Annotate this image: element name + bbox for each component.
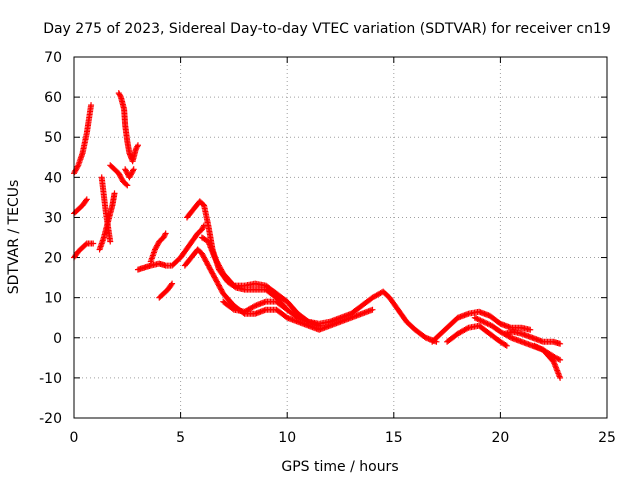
series-track-t	[531, 342, 564, 363]
y-tick-label: 40	[44, 170, 62, 186]
series-track-m	[181, 246, 376, 333]
series-track-p	[429, 308, 534, 345]
y-tick-label: -20	[39, 411, 62, 427]
data-point	[117, 92, 124, 99]
data-point	[134, 142, 141, 149]
data-point	[161, 231, 168, 238]
series-track-k	[156, 280, 176, 301]
data-point	[82, 197, 89, 204]
x-tick-label: 25	[598, 430, 616, 446]
data-point	[283, 305, 290, 312]
data-points	[71, 90, 564, 381]
series-track-o	[220, 298, 291, 315]
data-point	[124, 182, 131, 189]
data-point	[557, 340, 564, 347]
x-tick-label: 15	[385, 430, 403, 446]
data-point	[369, 306, 376, 313]
series-track-f	[107, 162, 131, 189]
series-track-d	[96, 190, 118, 253]
series-track-s	[501, 328, 564, 347]
y-tick-label: 0	[53, 331, 62, 347]
data-point	[162, 230, 169, 237]
data-point	[527, 326, 534, 333]
data-point	[107, 238, 114, 245]
x-axis-label: GPS time / hours	[281, 459, 398, 475]
data-point	[169, 280, 176, 287]
data-point	[123, 181, 130, 188]
data-point	[90, 240, 97, 247]
data-point	[74, 163, 81, 170]
data-point	[284, 306, 291, 313]
y-tick-label: 10	[44, 291, 62, 307]
x-tick-label: 5	[176, 430, 185, 446]
y-tick-label: 30	[44, 210, 62, 226]
y-tick-label: -10	[39, 371, 62, 387]
data-point	[464, 325, 471, 332]
data-point	[134, 143, 141, 150]
x-tick-label: 10	[278, 430, 296, 446]
y-tick-labels: -20 -10 0 10 20 30 40 50 60 70	[39, 50, 62, 427]
x-tick-label: 20	[491, 430, 509, 446]
grid-lines	[74, 57, 607, 418]
series-track-r	[471, 314, 564, 381]
data-point	[83, 196, 90, 203]
data-point	[557, 356, 564, 363]
data-point	[130, 166, 137, 173]
data-point	[557, 374, 564, 381]
series-track-a	[71, 102, 95, 177]
y-tick-label: 50	[44, 130, 62, 146]
data-point	[88, 102, 95, 109]
plot-frame	[73, 56, 608, 419]
series-track-q	[444, 322, 510, 349]
x-tick-label: 0	[70, 430, 79, 446]
data-point	[129, 167, 136, 174]
series-track-c	[71, 240, 97, 261]
chart-title: Day 275 of 2023, Sidereal Day-to-day VTE…	[43, 21, 611, 37]
y-tick-label: 70	[44, 50, 62, 66]
series-track-i	[134, 222, 208, 273]
series-track-g	[115, 90, 141, 165]
data-point	[506, 334, 513, 341]
y-axis-label: SDTVAR / TECUs	[6, 180, 22, 295]
series-track-e	[98, 174, 114, 245]
data-point	[82, 241, 89, 248]
x-tick-labels: 0 5 10 15 20 25	[70, 430, 616, 446]
data-point	[229, 305, 236, 312]
data-point	[111, 190, 118, 197]
data-point	[316, 322, 323, 329]
series-track-n	[198, 234, 323, 329]
data-point	[503, 342, 510, 349]
data-point	[502, 341, 509, 348]
axis-ticks	[73, 56, 608, 419]
series-track-j	[147, 230, 169, 265]
data-point	[250, 303, 257, 310]
y-tick-label: 60	[44, 90, 62, 106]
series-track-h	[122, 166, 137, 181]
data-point	[200, 223, 207, 230]
data-point	[168, 281, 175, 288]
y-tick-label: 20	[44, 251, 62, 267]
